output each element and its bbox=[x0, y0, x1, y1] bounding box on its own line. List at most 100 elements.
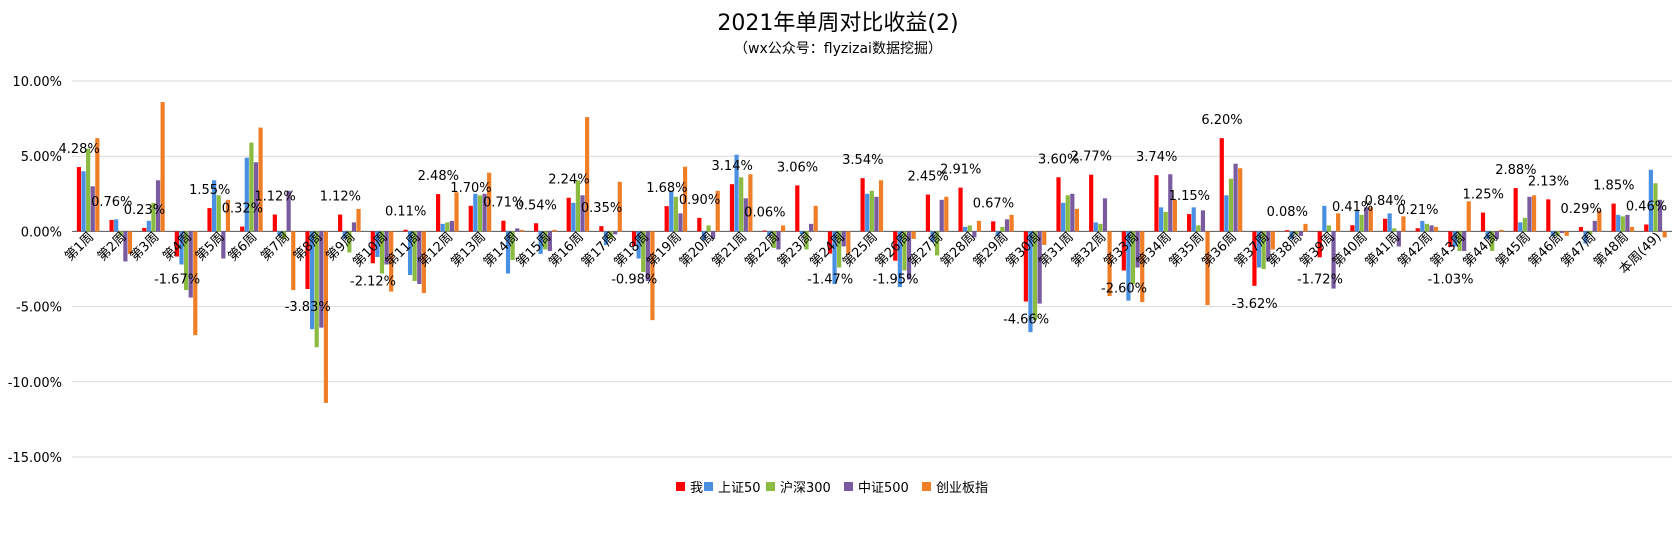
bar bbox=[1004, 219, 1010, 232]
bar bbox=[585, 117, 590, 232]
bar bbox=[552, 229, 557, 232]
data-label: 2.91% bbox=[940, 163, 981, 178]
bar bbox=[1322, 205, 1327, 232]
bar bbox=[1662, 231, 1667, 238]
legend: 我上证50 沪深300 中证500 创业板指 bbox=[676, 480, 988, 496]
data-label: -1.72% bbox=[1297, 272, 1343, 287]
x-tick-label: 第27周 bbox=[905, 230, 946, 271]
data-label: 2.24% bbox=[548, 173, 589, 188]
bar bbox=[1098, 223, 1103, 232]
bar bbox=[76, 167, 82, 232]
data-label: 1.25% bbox=[1463, 188, 1504, 203]
bar bbox=[827, 231, 833, 254]
bar bbox=[893, 231, 898, 261]
data-label: 0.67% bbox=[973, 196, 1014, 211]
bar bbox=[711, 231, 716, 239]
data-label: -2.12% bbox=[350, 274, 396, 289]
bar bbox=[193, 231, 198, 336]
bar bbox=[482, 193, 487, 232]
bar bbox=[874, 196, 879, 232]
data-label: 0.35% bbox=[581, 201, 622, 216]
bar bbox=[963, 226, 968, 232]
data-label: 1.85% bbox=[1593, 179, 1634, 194]
bar bbox=[762, 230, 767, 232]
bar bbox=[636, 231, 641, 259]
bar bbox=[1317, 231, 1322, 258]
x-tick-label: 第1周 bbox=[62, 230, 97, 265]
legend-swatch bbox=[922, 482, 931, 491]
bar bbox=[1032, 231, 1038, 321]
x-tick-label: 第24周 bbox=[807, 230, 848, 271]
bar bbox=[1644, 224, 1649, 232]
bar bbox=[519, 229, 524, 232]
data-label: 2.48% bbox=[418, 169, 459, 184]
x-tick-label: 第36周 bbox=[1199, 230, 1240, 271]
bar bbox=[1434, 226, 1439, 232]
bar bbox=[1028, 231, 1033, 333]
bar bbox=[1256, 231, 1262, 268]
bar bbox=[160, 102, 165, 232]
bar bbox=[566, 197, 571, 232]
data-label: -1.95% bbox=[872, 272, 918, 287]
y-tick-label: 10.00% bbox=[12, 75, 62, 90]
bar bbox=[1219, 138, 1224, 232]
bar bbox=[930, 231, 935, 242]
data-label: 0.21% bbox=[1397, 203, 1438, 218]
bar bbox=[608, 231, 613, 239]
bar bbox=[1583, 231, 1588, 244]
bar bbox=[454, 192, 459, 232]
bar bbox=[603, 231, 609, 245]
bar bbox=[795, 185, 800, 232]
bar bbox=[771, 231, 776, 248]
bar bbox=[869, 190, 874, 232]
x-tick-label: 第32周 bbox=[1069, 230, 1110, 271]
data-label: 0.11% bbox=[385, 205, 426, 220]
bar bbox=[407, 231, 413, 276]
bar bbox=[1228, 178, 1234, 232]
bars bbox=[76, 102, 1667, 403]
bar bbox=[109, 219, 114, 232]
data-label: 0.54% bbox=[516, 198, 557, 213]
y-axis: 10.00% 5.00% 0.00% -5.00% -10.00% -15.00% bbox=[8, 75, 62, 466]
bar bbox=[1531, 195, 1537, 232]
bar bbox=[832, 231, 837, 285]
bar bbox=[1490, 231, 1495, 251]
bar bbox=[944, 196, 949, 232]
data-label: 1.15% bbox=[1169, 189, 1210, 204]
data-label: 1.68% bbox=[646, 181, 687, 196]
bar bbox=[1000, 226, 1005, 232]
bar bbox=[1382, 218, 1388, 232]
y-tick-label: -10.00% bbox=[8, 376, 62, 391]
x-axis-labels: 第1周第2周第3周第4周第5周第6周第7周第8周第9周第10周第11周第12周第… bbox=[62, 230, 1664, 278]
bar bbox=[1191, 207, 1196, 232]
bar bbox=[1065, 195, 1070, 232]
data-label: -1.67% bbox=[154, 272, 200, 287]
bar bbox=[207, 208, 212, 232]
bar bbox=[575, 180, 581, 232]
data-label: -3.62% bbox=[1232, 297, 1278, 312]
x-tick-label: 第34周 bbox=[1134, 230, 1175, 271]
x-tick-label: 第22周 bbox=[742, 230, 783, 271]
bar bbox=[142, 227, 147, 232]
legend-swatch bbox=[676, 482, 685, 491]
x-tick-label: 第14周 bbox=[481, 230, 522, 271]
bar bbox=[1126, 231, 1131, 301]
bar bbox=[151, 202, 156, 232]
bar bbox=[1089, 174, 1094, 232]
bar bbox=[440, 223, 445, 232]
x-tick-label: 第46周 bbox=[1526, 230, 1567, 271]
bar bbox=[319, 231, 324, 328]
data-label: 0.23% bbox=[124, 203, 165, 218]
data-label: 0.06% bbox=[744, 205, 785, 220]
chart-title: 2021年单周对比收益(2) bbox=[717, 11, 958, 36]
chart-subtitle: （wx公众号：flyzizai数据挖掘） bbox=[734, 41, 942, 57]
bar bbox=[342, 231, 347, 239]
bar bbox=[1303, 223, 1308, 232]
bar bbox=[323, 231, 328, 403]
bar bbox=[291, 231, 296, 291]
bar bbox=[1056, 177, 1061, 232]
bar bbox=[1396, 231, 1401, 247]
bar bbox=[1023, 231, 1028, 302]
x-tick-label: 第3周 bbox=[128, 230, 163, 265]
bar bbox=[1070, 193, 1075, 232]
